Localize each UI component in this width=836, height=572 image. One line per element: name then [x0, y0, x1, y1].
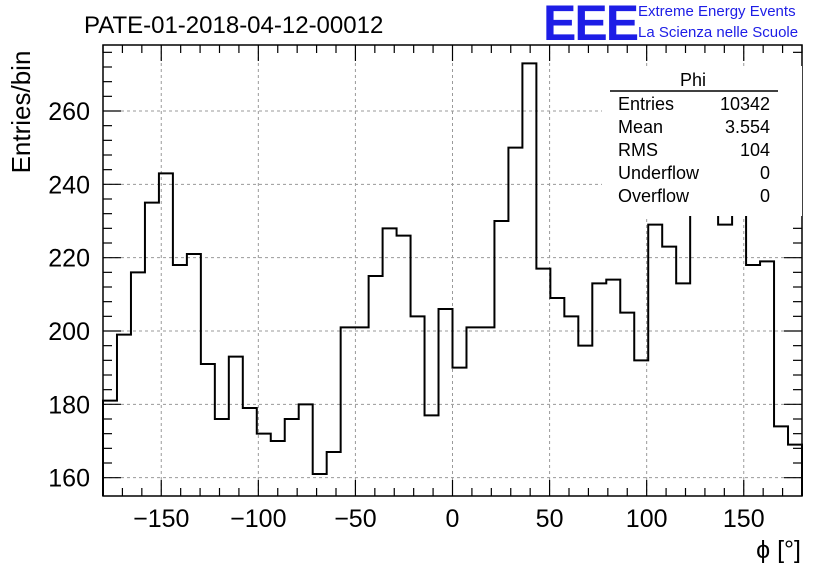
y-axis-label: Entries/bin [6, 51, 36, 174]
stats-value-rms: 104 [740, 140, 770, 160]
y-tick-label: 180 [48, 391, 90, 419]
y-tick-label: 260 [48, 98, 90, 126]
chart-title: PATE-01-2018-04-12-00012 [84, 12, 383, 39]
x-tick-label: 100 [626, 505, 668, 533]
y-tick-label: 160 [48, 465, 90, 493]
x-tick-label: −150 [133, 505, 189, 533]
x-axis-label: ϕ [°] [756, 536, 801, 564]
y-tick-label: 240 [48, 171, 90, 199]
x-tick-label: 50 [536, 505, 564, 533]
stats-value-entries: 10342 [720, 94, 770, 114]
logo-line-1: Extreme Energy Events [638, 3, 796, 20]
y-tick-label: 220 [48, 245, 90, 273]
x-tick-label: −100 [230, 505, 286, 533]
stats-title: Phi [680, 70, 706, 90]
histogram-line [102, 62, 803, 496]
stats-value-underflow: 0 [760, 163, 770, 183]
eee-logo: EEE [543, 0, 639, 51]
stats-label-underflow: Underflow [618, 163, 700, 183]
stats-label-overflow: Overflow [618, 186, 690, 206]
stats-label-entries: Entries [618, 94, 674, 114]
stats-label-mean: Mean [618, 117, 663, 137]
stats-box: Phi Entries 10342 Mean 3.554 RMS 104 Und… [602, 66, 802, 216]
x-tick-label: 150 [723, 505, 765, 533]
stats-value-mean: 3.554 [725, 117, 770, 137]
y-tick-label: 200 [48, 318, 90, 346]
x-tick-label: 0 [446, 505, 460, 533]
x-tick-label: −50 [334, 505, 376, 533]
stats-label-rms: RMS [618, 140, 658, 160]
logo-line-2: La Scienza nelle Scuole [638, 24, 799, 41]
stats-value-overflow: 0 [760, 186, 770, 206]
